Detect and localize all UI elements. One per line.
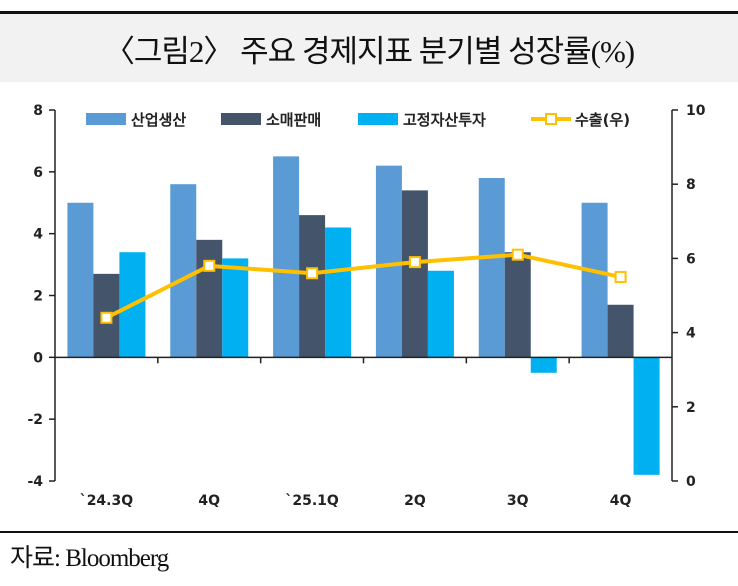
left-tick-label: -2 [27, 412, 43, 428]
left-tick-label: -4 [27, 474, 43, 490]
bar-고정자산투자-2 [325, 227, 352, 358]
title-band: 〈그림2〉 주요 경제지표 분기별 성장률(%) [0, 14, 738, 82]
bars-layer [67, 156, 660, 475]
right-tick-label: 8 [686, 177, 696, 193]
legend-label: 산업생산 [131, 111, 186, 129]
legend-label: 고정자산투자 [403, 111, 486, 129]
left-tick-label: 8 [33, 103, 43, 119]
bar-산업생산-5 [581, 202, 608, 358]
legend-swatch-고정자산투자 [358, 113, 398, 125]
left-tick-label: 6 [33, 165, 43, 181]
x-tick-label: 2Q [404, 493, 426, 509]
left-tick-label: 4 [33, 227, 43, 243]
legend-marker [545, 113, 557, 125]
legend-swatch-산업생산 [86, 113, 126, 125]
source-note: 자료: Bloomberg [10, 545, 169, 572]
line-layer [100, 248, 627, 324]
x-tick-label: `24.3Q [80, 493, 134, 509]
bar-고정자산투자-5 [633, 357, 660, 475]
top-rule [0, 11, 738, 14]
right-tick-label: 6 [686, 251, 696, 267]
x-tick-label: `25.1Q [285, 493, 339, 509]
left-tick-label: 0 [33, 350, 43, 366]
legend-swatch-소매판매 [221, 113, 261, 125]
bar-산업생산-1 [170, 184, 197, 358]
bottom-rule [0, 531, 738, 533]
bar-산업생산-0 [67, 202, 94, 358]
right-tick-label: 2 [686, 400, 696, 416]
legend-label: 수출(우) [575, 111, 630, 129]
bar-소매판매-5 [607, 304, 634, 358]
bar-산업생산-2 [273, 156, 300, 358]
x-tick-label: 4Q [610, 493, 632, 509]
line-marker-4 [511, 248, 524, 261]
right-tick-label: 4 [686, 326, 696, 342]
legend: 산업생산 소매판매 고정자산투자 수출(우) [86, 111, 630, 129]
line-marker-2 [306, 267, 319, 280]
right-tick-label: 0 [686, 474, 696, 490]
bar-소매판매-1 [196, 239, 223, 358]
bar-고정자산투자-3 [427, 270, 454, 358]
left-tick-label: 2 [33, 289, 43, 305]
bar-산업생산-4 [478, 178, 505, 358]
x-tick-label: 4Q [198, 493, 220, 509]
chart-title: 〈그림2〉 주요 경제지표 분기별 성장률(%) [103, 33, 635, 69]
chart: 8 6 4 2 0 -2 -4 10 8 6 4 2 0 `24.3Q 4Q `25.1Q 2Q 3Q 4Q 산업생… [27, 103, 705, 509]
bar-고정자산투자-4 [530, 357, 557, 373]
line-marker-3 [408, 256, 421, 269]
line-marker-0 [100, 311, 113, 324]
x-tick-label: 3Q [507, 493, 529, 509]
line-수출(우) [105, 252, 622, 320]
bar-소매판매-4 [504, 252, 531, 358]
line-marker-5 [614, 270, 627, 283]
bar-소매판매-2 [299, 215, 326, 358]
right-tick-label: 10 [686, 103, 706, 119]
axes-layer: 8 6 4 2 0 -2 -4 10 8 6 4 2 0 `24.3Q 4Q `25.1Q 2Q 3Q 4Q [27, 103, 705, 509]
bar-고정자산투자-1 [222, 258, 249, 358]
line-marker-1 [203, 259, 216, 272]
bar-소매판매-3 [401, 190, 428, 358]
bar-산업생산-3 [375, 165, 402, 358]
legend-label: 소매판매 [266, 111, 321, 129]
